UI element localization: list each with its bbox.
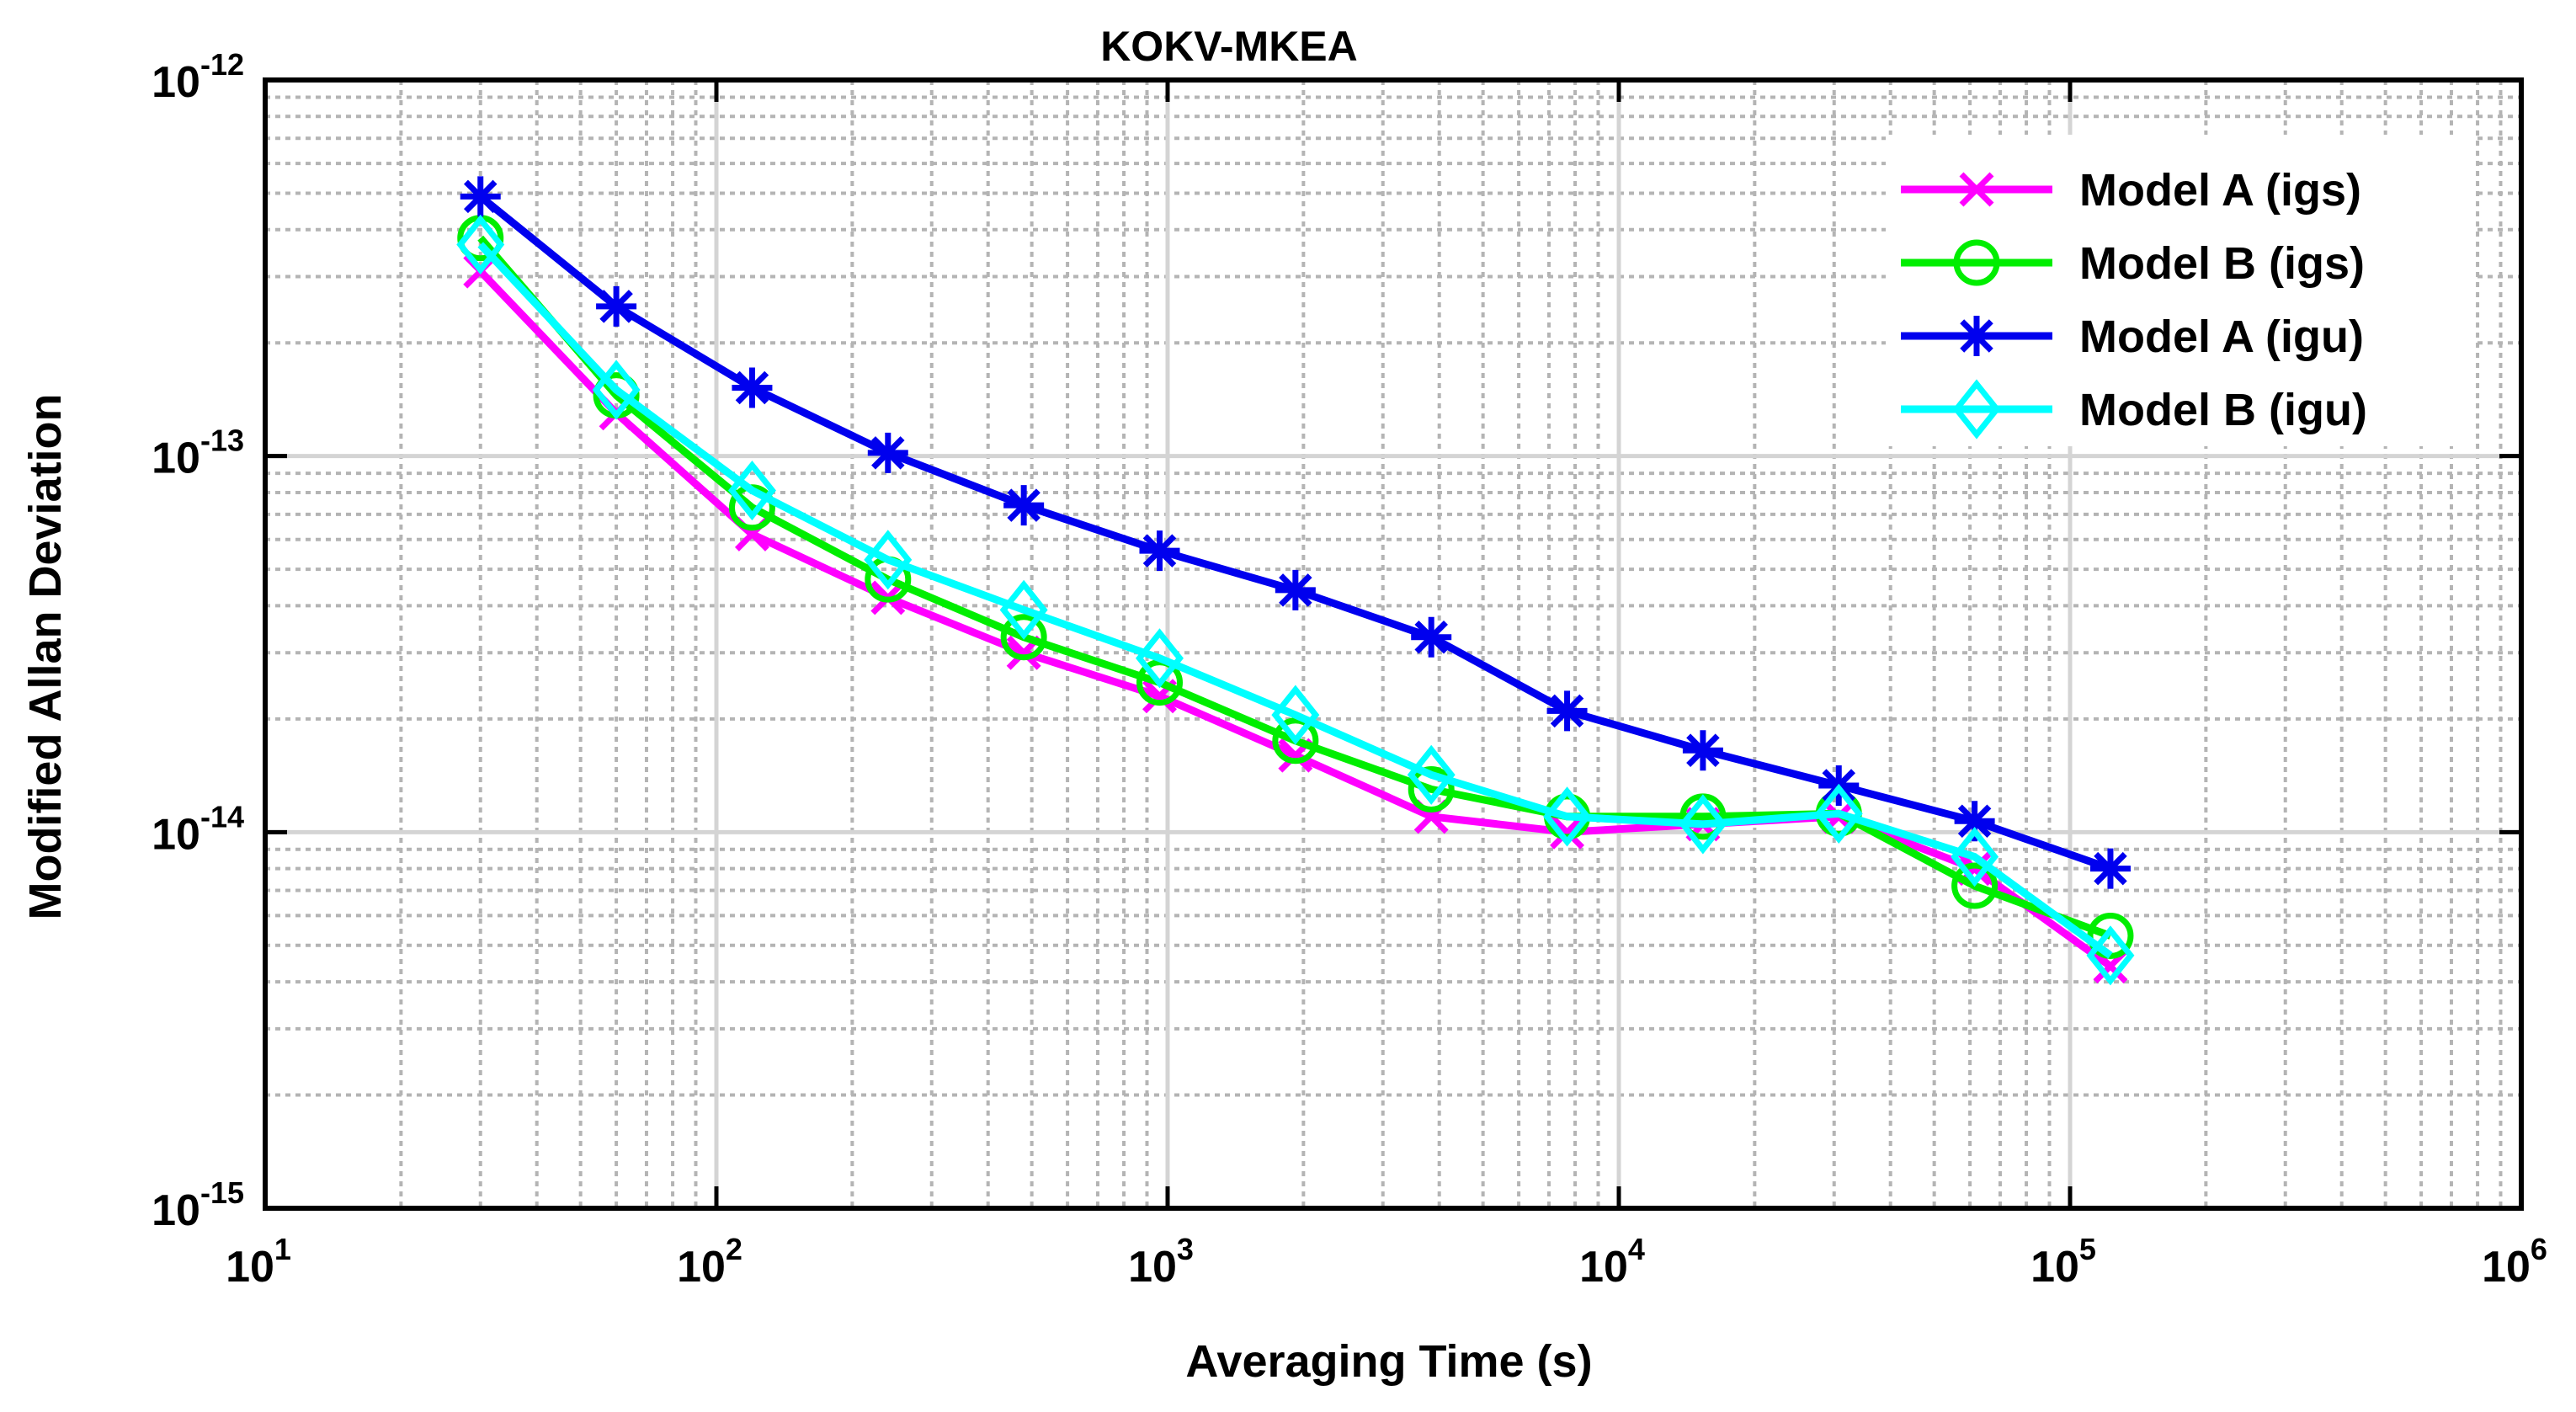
y-tick-label: 10-14 — [152, 799, 244, 859]
data-point — [732, 367, 773, 408]
data-point — [867, 432, 908, 473]
series-3 — [460, 176, 2131, 889]
data-point — [1543, 786, 1592, 847]
data-point — [456, 214, 505, 275]
legend-label: Model B (igs) — [2079, 238, 2365, 289]
data-point — [1139, 530, 1180, 572]
data-point — [1408, 765, 1455, 813]
data-point — [864, 530, 913, 590]
data-point — [2089, 848, 2131, 889]
data-point — [1000, 614, 1047, 661]
data-point — [1814, 783, 1863, 844]
legend-entry: Model A (igs) — [1901, 165, 2361, 216]
data-point — [1275, 569, 1316, 610]
data-point — [1407, 744, 1456, 805]
legend-marker — [1956, 316, 1997, 356]
series-line — [477, 193, 2112, 872]
legend-entry: Model B (igu) — [1901, 379, 2367, 440]
data-point — [1546, 690, 1588, 732]
data-point — [1411, 616, 1452, 658]
data-point — [596, 285, 637, 327]
x-tick-label: 102 — [677, 1232, 742, 1292]
y-tick-label: 10-12 — [152, 47, 244, 107]
data-point — [1272, 717, 1319, 765]
data-point — [2086, 925, 2135, 986]
x-tick-label: 101 — [226, 1232, 291, 1292]
x-axis-label: Averaging Time (s) — [1185, 1336, 1592, 1387]
y-tick-label: 10-15 — [152, 1175, 244, 1235]
data-point — [727, 460, 776, 521]
series-4 — [456, 214, 2135, 986]
x-tick-label: 104 — [1579, 1232, 1645, 1292]
y-tick-label: 10-13 — [152, 424, 244, 483]
x-tick-label: 105 — [2030, 1232, 2096, 1292]
legend-marker — [1959, 172, 1994, 207]
data-point — [1679, 794, 1727, 855]
x-tick-label: 103 — [1128, 1232, 1194, 1292]
data-point — [2087, 912, 2134, 959]
y-axis-label: Modified Allan Deviation — [20, 393, 71, 919]
legend-entry: Model B (igs) — [1901, 238, 2365, 289]
chart-title: KOKV-MKEA — [1100, 23, 1358, 70]
data-point — [1951, 826, 1999, 887]
legend-entry: Model A (igu) — [1901, 312, 2364, 362]
legend-marker — [1953, 239, 2000, 286]
legend: Model A (igs) Model B (igs) Model A (igu) M… — [1886, 135, 2475, 446]
data-point — [1003, 485, 1045, 526]
plot-frame — [263, 77, 2524, 1211]
series-line — [477, 242, 2113, 959]
legend-label: Model A (igs) — [2079, 165, 2361, 216]
legend-marker — [1952, 379, 2001, 440]
data-point — [1550, 814, 1585, 850]
data-point — [592, 360, 641, 420]
data-point — [1682, 730, 1723, 771]
legend-label: Model B (igu) — [2079, 385, 2367, 435]
data-point — [460, 176, 501, 217]
legend-label: Model A (igu) — [2079, 312, 2364, 362]
x-tick-label: 106 — [2482, 1232, 2547, 1292]
data-point — [1951, 862, 1999, 909]
data-point — [1271, 685, 1320, 745]
data-point — [1136, 628, 1184, 689]
data-point — [999, 579, 1048, 640]
